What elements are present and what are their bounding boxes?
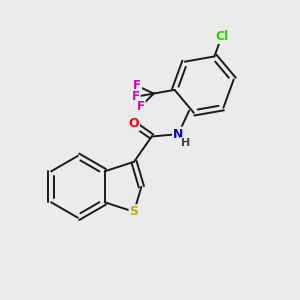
Text: H: H [181,138,190,148]
Text: N: N [173,128,183,141]
Text: F: F [132,90,140,103]
Text: Cl: Cl [215,30,228,43]
Text: S: S [130,205,139,218]
Text: O: O [128,117,139,130]
Text: F: F [137,100,145,113]
Text: F: F [133,79,141,92]
